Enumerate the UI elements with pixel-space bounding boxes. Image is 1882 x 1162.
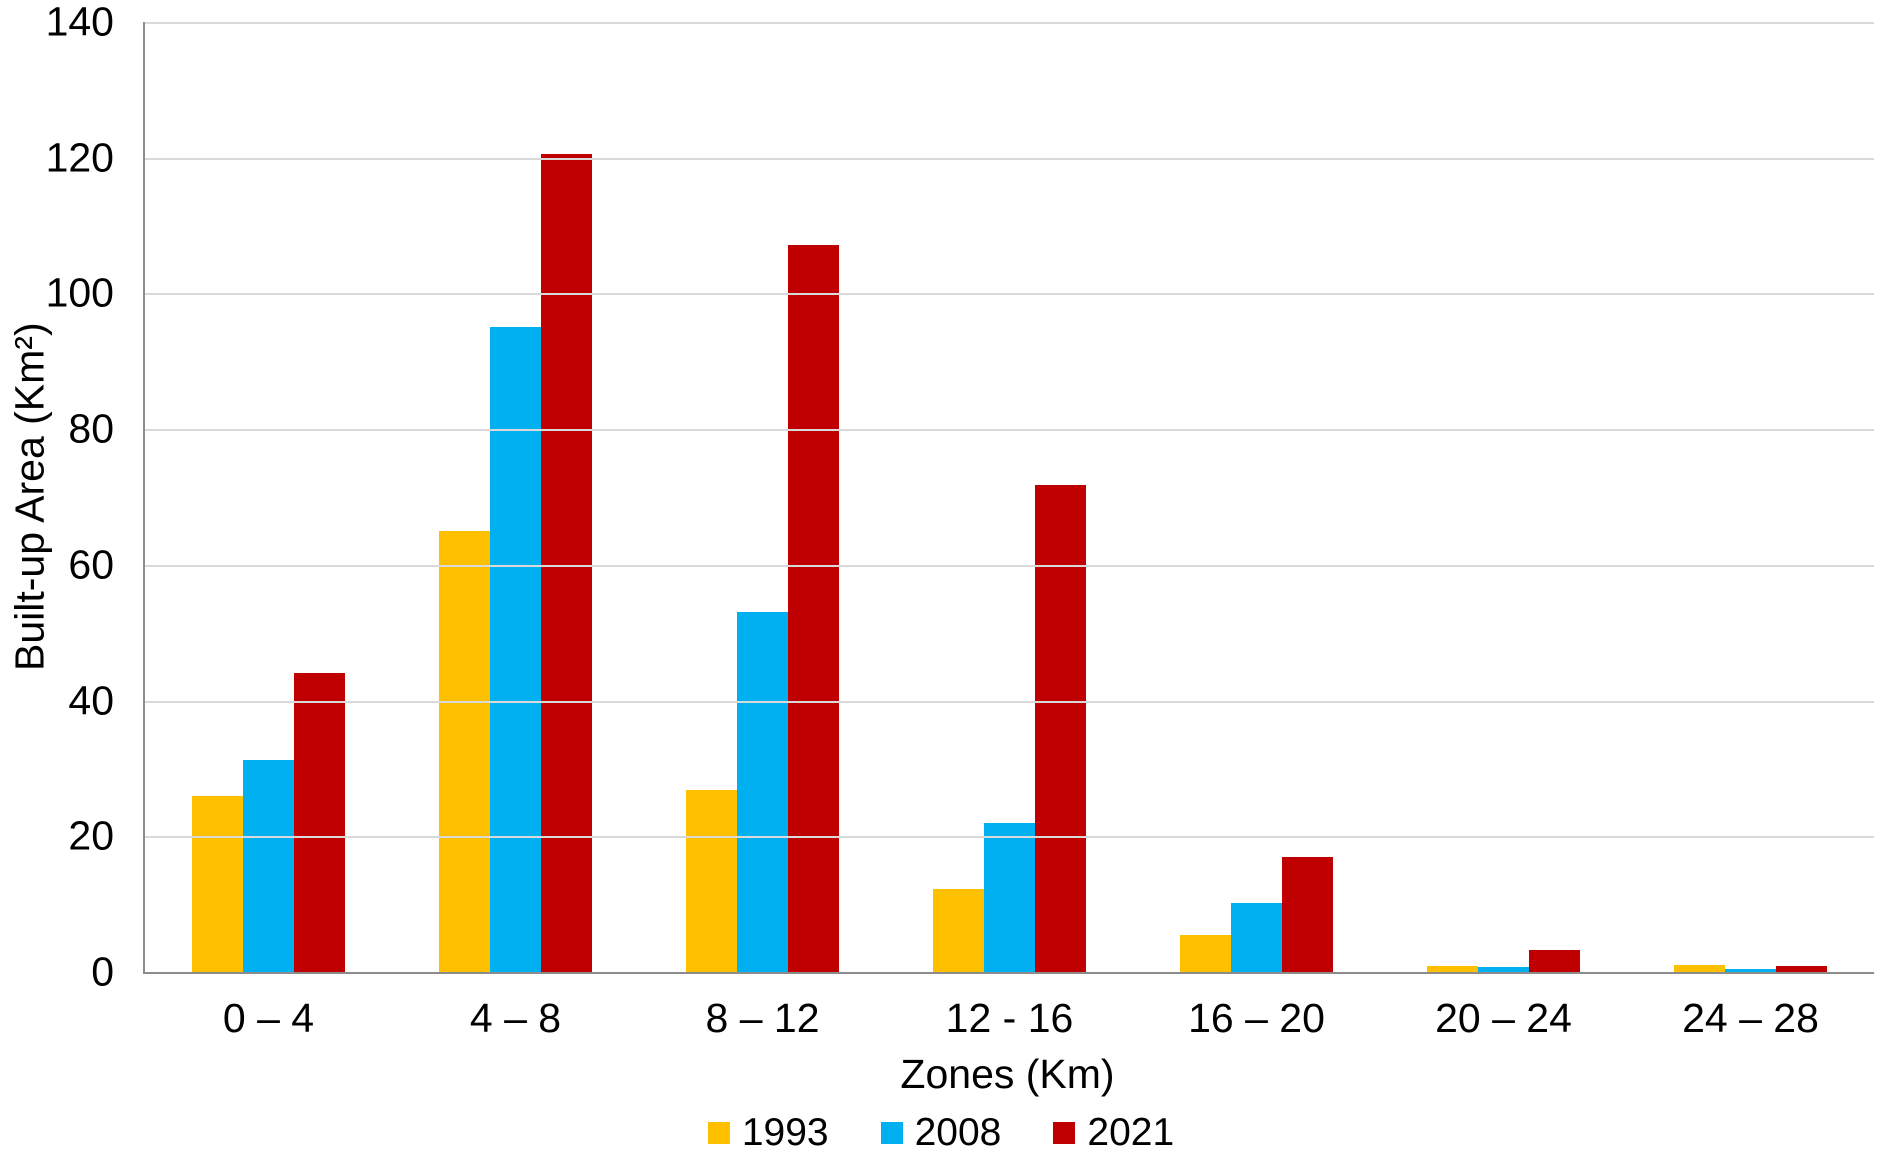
plot-area: [143, 22, 1874, 974]
x-tick-label-16-20: 16 – 20: [1188, 995, 1325, 1041]
legend-item-2008: 2008: [880, 1111, 1002, 1154]
bar-1993-12-16: [933, 888, 984, 972]
y-tick-label-0: 0: [91, 948, 114, 995]
bar-2008-12-16: [984, 823, 1035, 972]
bar-group-4-8: [392, 22, 639, 972]
bar-1993-4-8: [439, 530, 490, 972]
bar-1993-24-28: [1674, 965, 1725, 972]
bar-2008-16-20: [1231, 902, 1282, 972]
bar-group-20-24: [1380, 22, 1627, 972]
y-tick-label-20: 20: [68, 812, 114, 859]
gridline-40: [145, 700, 1874, 703]
legend-label-2008: 2008: [914, 1111, 1002, 1154]
bar-2008-8-12: [737, 612, 788, 972]
gridline-20: [145, 836, 1874, 839]
y-tick-label-60: 60: [68, 541, 114, 588]
bar-2008-24-28: [1725, 969, 1776, 972]
y-tick-label-80: 80: [68, 405, 114, 452]
legend-swatch-2008: [880, 1122, 903, 1144]
x-axis-title: Zones (Km): [900, 1051, 1115, 1097]
y-tick-label-120: 120: [45, 134, 114, 181]
bar-2021-24-28: [1776, 965, 1827, 972]
bar-group-0-4: [145, 22, 392, 972]
x-tick-label-4-8: 4 – 8: [469, 995, 562, 1041]
bar-group-8-12: [639, 22, 886, 972]
x-tick-label-24-28: 24 – 28: [1682, 995, 1819, 1041]
bar-2021-4-8: [541, 153, 592, 972]
x-axis-tick-labels: 0 – 4 4 – 8 8 – 12 12 - 16 16 – 20 20 – 24 24 …: [145, 996, 1874, 1040]
bar-1993-8-12: [686, 790, 737, 972]
legend-swatch-2021: [1053, 1122, 1076, 1144]
bar-1993-16-20: [1180, 935, 1231, 972]
bar-group-24-28: [1627, 22, 1874, 972]
gridline-60: [145, 564, 1874, 567]
legend-label-2021: 2021: [1087, 1111, 1175, 1154]
bar-2021-20-24: [1529, 949, 1580, 972]
x-tick-label-20-24: 20 – 24: [1435, 995, 1572, 1041]
bar-group-12-16: [886, 22, 1133, 972]
y-tick-label-100: 100: [45, 269, 114, 316]
y-axis-tick-labels: 0 20 40 60 80 100 120 140: [0, 1, 114, 992]
gridline-80: [145, 429, 1874, 432]
gridline-120: [145, 157, 1874, 160]
gridline-100: [145, 293, 1874, 296]
y-tick-label-140: 140: [45, 0, 114, 45]
bar-1993-0-4: [192, 795, 243, 972]
legend: 1993 2008 2021: [0, 1112, 1882, 1154]
bar-2021-16-20: [1282, 856, 1333, 972]
bar-groups: [145, 22, 1874, 972]
y-tick-label-40: 40: [68, 677, 114, 724]
bar-2021-12-16: [1035, 484, 1086, 972]
bar-1993-20-24: [1427, 965, 1478, 972]
bar-2008-0-4: [243, 760, 294, 972]
x-tick-label-12-16: 12 - 16: [945, 995, 1074, 1041]
bar-group-16-20: [1133, 22, 1380, 972]
bar-2008-20-24: [1478, 966, 1529, 972]
gridline-140: [145, 22, 1874, 24]
legend-swatch-1993: [707, 1122, 730, 1144]
legend-item-1993: 1993: [707, 1111, 829, 1154]
bar-2008-4-8: [490, 327, 541, 972]
legend-item-2021: 2021: [1053, 1112, 1174, 1154]
x-tick-label-0-4: 0 – 4: [222, 995, 315, 1041]
bar-2021-0-4: [294, 673, 345, 972]
bar-2021-8-12: [788, 244, 839, 972]
x-tick-label-8-12: 8 – 12: [705, 995, 820, 1041]
legend-label-1993: 1993: [741, 1111, 829, 1154]
